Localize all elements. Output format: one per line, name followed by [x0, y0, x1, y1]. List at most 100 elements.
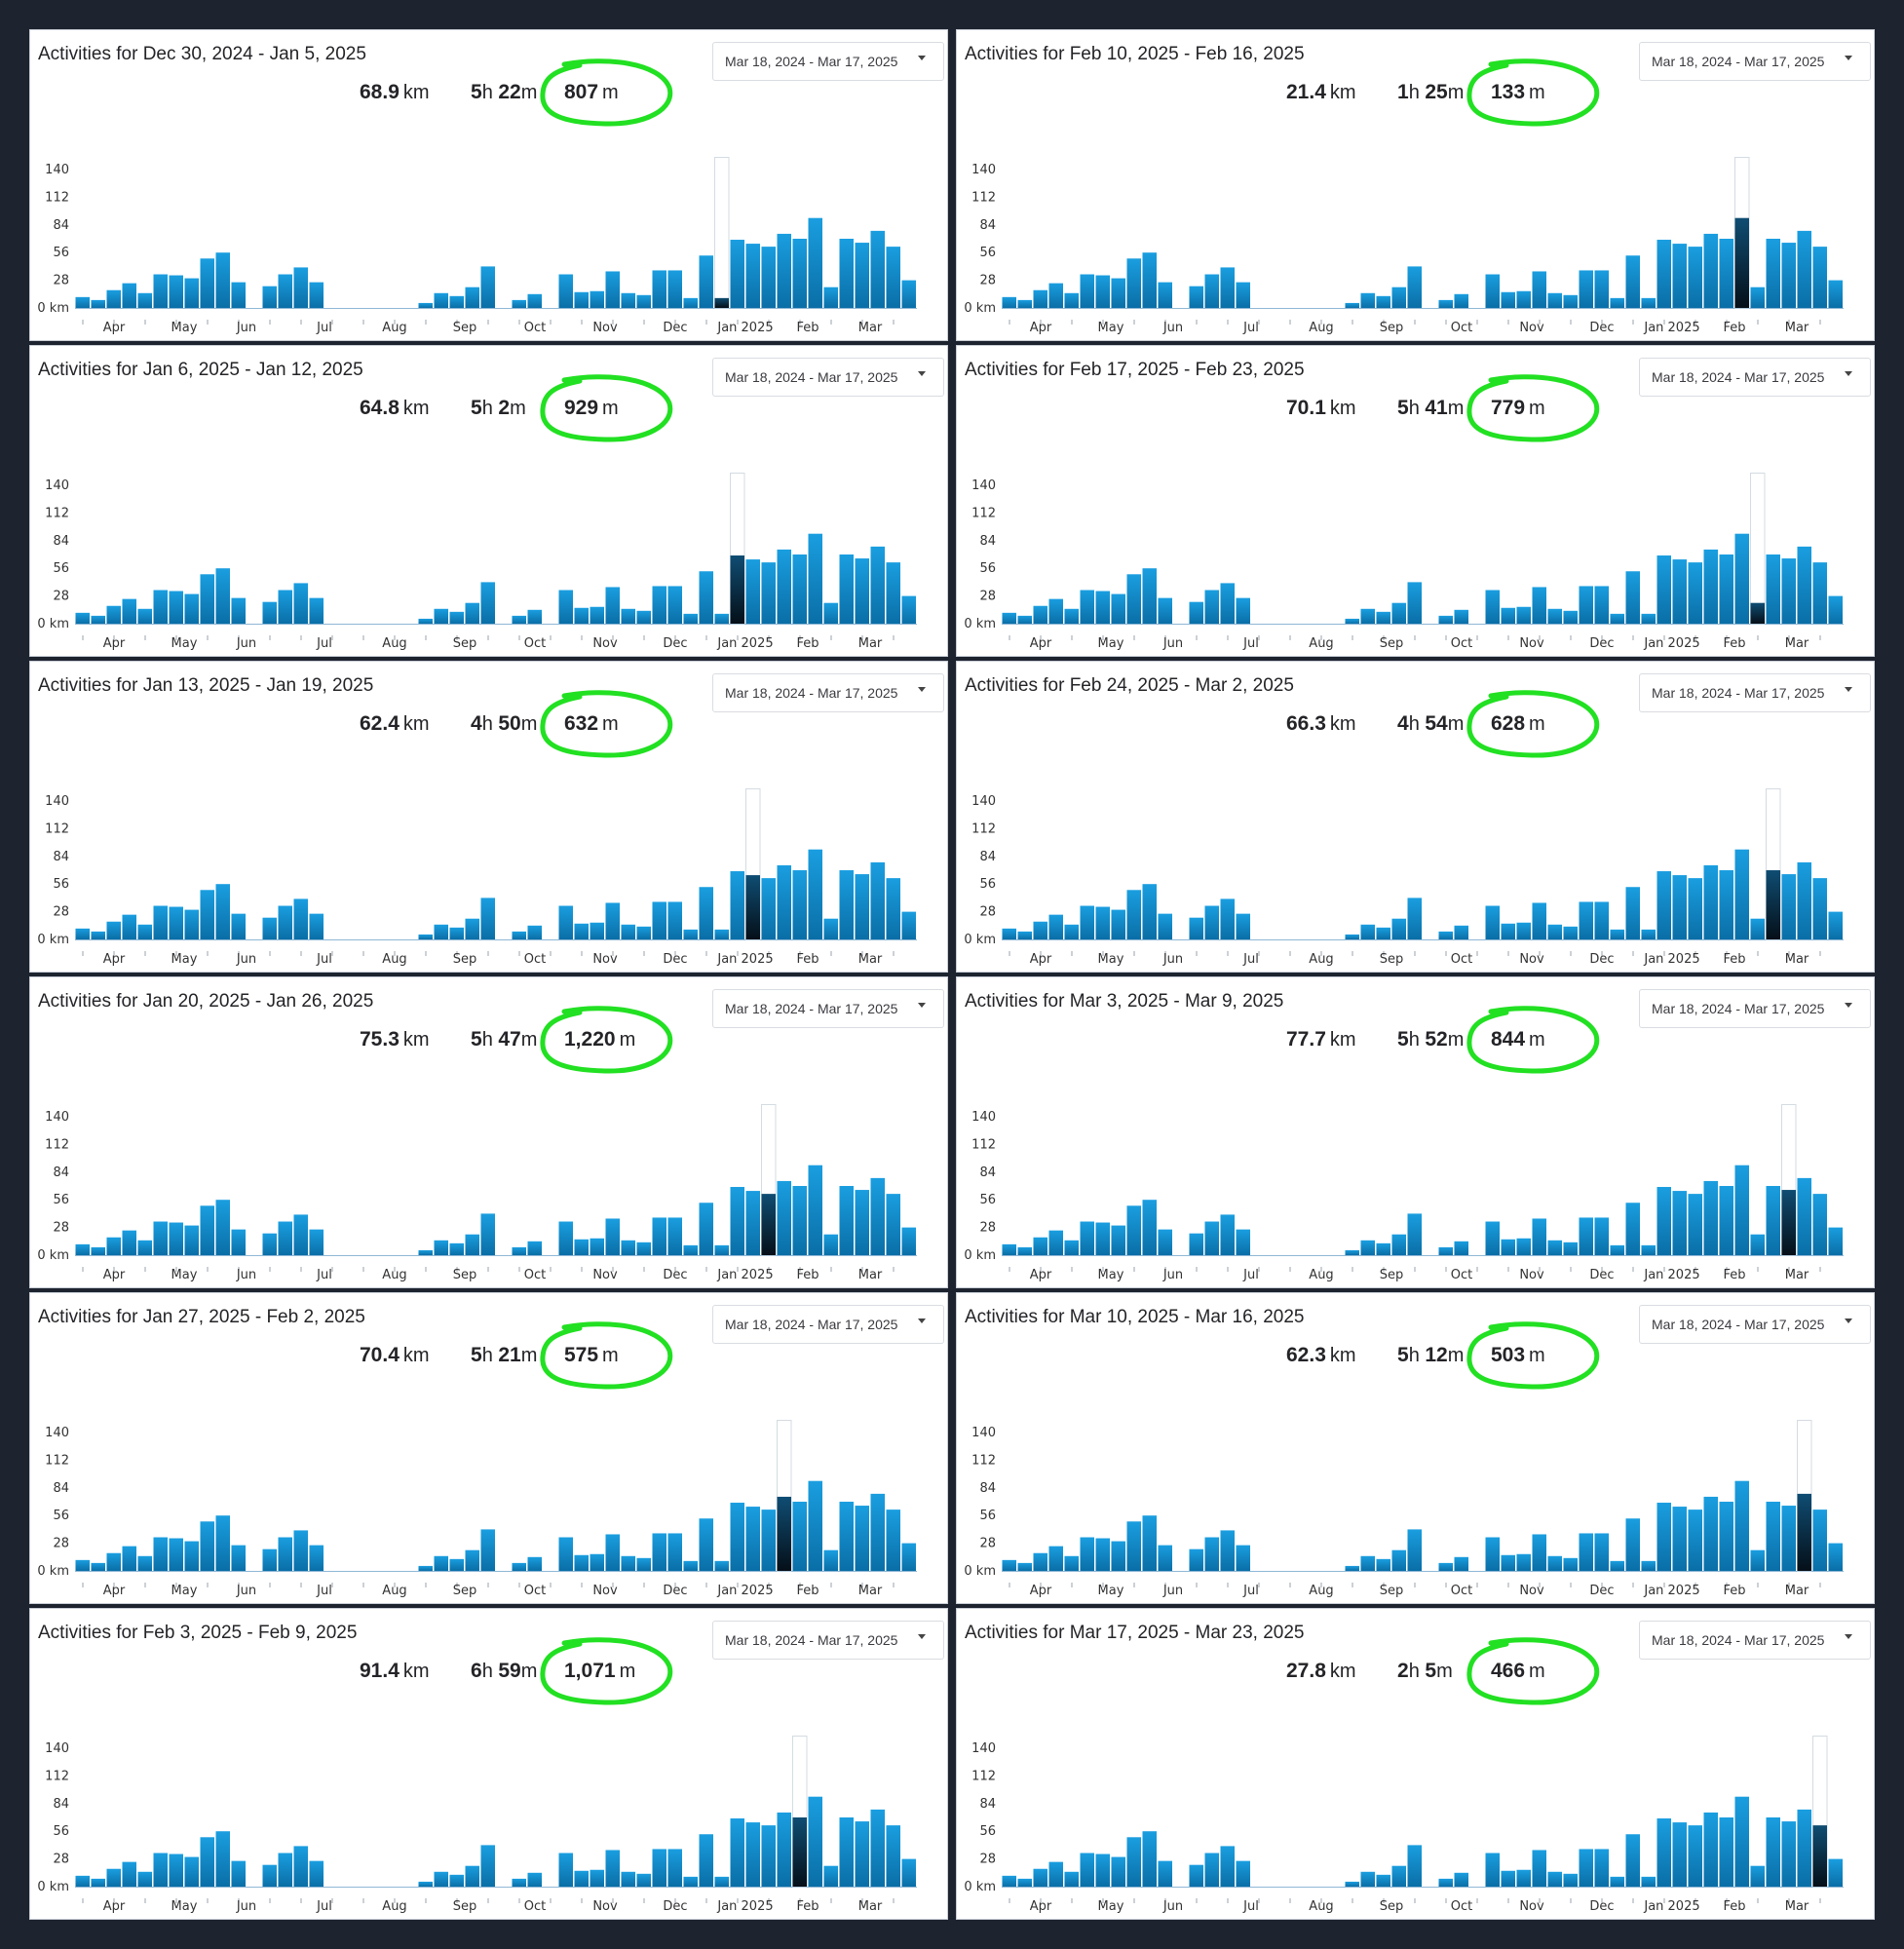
week-bar[interactable]: [652, 1217, 667, 1255]
week-bar[interactable]: [808, 217, 823, 308]
week-bar[interactable]: [231, 1860, 247, 1887]
week-bar[interactable]: [1579, 1533, 1594, 1571]
week-bar[interactable]: [293, 267, 309, 308]
week-bar[interactable]: [1812, 1510, 1828, 1571]
week-bar[interactable]: [1064, 924, 1080, 939]
week-bar[interactable]: [527, 1556, 543, 1571]
week-bar[interactable]: [512, 1878, 527, 1887]
week-bar[interactable]: [808, 1480, 823, 1571]
week-bar[interactable]: [215, 1515, 231, 1571]
week-bar[interactable]: [434, 292, 449, 308]
week-bar[interactable]: [1656, 240, 1672, 308]
week-bar[interactable]: [777, 1812, 792, 1887]
selected-week-bar[interactable]: [792, 1817, 808, 1887]
week-bar[interactable]: [683, 297, 699, 308]
week-bar[interactable]: [761, 562, 777, 624]
week-bar[interactable]: [1002, 612, 1017, 624]
week-bar[interactable]: [745, 559, 761, 624]
week-bar[interactable]: [1625, 1518, 1641, 1571]
week-bar[interactable]: [153, 1537, 169, 1571]
week-bar[interactable]: [169, 1222, 184, 1255]
week-bar[interactable]: [590, 922, 605, 939]
week-bar[interactable]: [137, 292, 153, 308]
week-bar[interactable]: [1360, 924, 1376, 939]
week-bar[interactable]: [1360, 1240, 1376, 1255]
week-bar[interactable]: [480, 582, 496, 624]
week-bar[interactable]: [1688, 247, 1703, 308]
week-bar[interactable]: [1828, 1227, 1844, 1255]
week-bar[interactable]: [745, 1191, 761, 1255]
week-bar[interactable]: [1532, 587, 1547, 624]
week-bar[interactable]: [231, 597, 247, 624]
week-bar[interactable]: [1033, 921, 1048, 939]
week-bar[interactable]: [1360, 1871, 1376, 1887]
week-bar[interactable]: [1797, 546, 1812, 624]
week-bar[interactable]: [1797, 230, 1812, 308]
week-bar[interactable]: [1111, 1856, 1126, 1887]
week-bar[interactable]: [293, 898, 309, 939]
week-bar[interactable]: [1625, 1203, 1641, 1255]
week-bar[interactable]: [262, 1864, 278, 1887]
week-bar[interactable]: [1734, 849, 1750, 939]
week-bar[interactable]: [714, 613, 730, 624]
week-bar[interactable]: [106, 1237, 122, 1255]
week-bar[interactable]: [1407, 898, 1423, 939]
week-bar[interactable]: [215, 1831, 231, 1887]
week-bar[interactable]: [699, 1518, 714, 1571]
week-bar[interactable]: [278, 1221, 293, 1255]
selected-week-bar[interactable]: [1781, 1190, 1797, 1255]
week-bar[interactable]: [1407, 582, 1423, 624]
date-range-dropdown[interactable]: Mar 18, 2024 - Mar 17, 2025: [1639, 358, 1871, 397]
week-bar[interactable]: [1594, 1217, 1610, 1255]
week-bar[interactable]: [278, 590, 293, 624]
week-bar[interactable]: [1204, 905, 1220, 939]
week-bar[interactable]: [137, 1240, 153, 1255]
week-bar[interactable]: [1002, 296, 1017, 308]
week-bar[interactable]: [200, 890, 215, 939]
week-bar[interactable]: [169, 275, 184, 308]
week-bar[interactable]: [1126, 1205, 1142, 1255]
week-bar[interactable]: [1719, 1502, 1734, 1571]
date-range-dropdown[interactable]: Mar 18, 2024 - Mar 17, 2025: [712, 1621, 944, 1660]
week-bar[interactable]: [574, 1554, 590, 1571]
week-bar[interactable]: [901, 1858, 917, 1887]
week-bar[interactable]: [1641, 613, 1656, 624]
week-bar[interactable]: [309, 1229, 324, 1255]
selected-week-bar[interactable]: [761, 1194, 777, 1255]
week-bar[interactable]: [91, 1878, 106, 1887]
week-bar[interactable]: [777, 1180, 792, 1255]
week-bar[interactable]: [1485, 1853, 1501, 1887]
selected-week-bar[interactable]: [1812, 1825, 1828, 1887]
week-bar[interactable]: [512, 1246, 527, 1255]
week-bar[interactable]: [1236, 1860, 1251, 1887]
week-bar[interactable]: [558, 1537, 574, 1571]
week-bar[interactable]: [1407, 1529, 1423, 1571]
week-bar[interactable]: [1501, 923, 1516, 939]
week-bar[interactable]: [1048, 1230, 1064, 1255]
week-bar[interactable]: [558, 274, 574, 308]
week-bar[interactable]: [901, 1543, 917, 1571]
week-bar[interactable]: [1017, 615, 1033, 624]
week-bar[interactable]: [169, 1853, 184, 1887]
week-bar[interactable]: [714, 929, 730, 939]
week-bar[interactable]: [1688, 562, 1703, 624]
week-bar[interactable]: [75, 928, 91, 939]
week-bar[interactable]: [667, 1217, 683, 1255]
week-bar[interactable]: [1766, 1817, 1781, 1887]
week-bar[interactable]: [1766, 239, 1781, 308]
week-bar[interactable]: [1516, 1553, 1532, 1571]
week-bar[interactable]: [1033, 1552, 1048, 1571]
week-bar[interactable]: [1672, 1822, 1688, 1887]
week-bar[interactable]: [590, 1553, 605, 1571]
week-bar[interactable]: [1719, 1817, 1734, 1887]
week-bar[interactable]: [652, 901, 667, 939]
week-bar[interactable]: [1111, 278, 1126, 308]
week-bar[interactable]: [1485, 1537, 1501, 1571]
week-bar[interactable]: [293, 1214, 309, 1255]
date-range-dropdown[interactable]: Mar 18, 2024 - Mar 17, 2025: [712, 989, 944, 1028]
week-bar[interactable]: [1158, 282, 1173, 308]
week-bar[interactable]: [1485, 274, 1501, 308]
selected-week-bar[interactable]: [1797, 1493, 1812, 1571]
week-bar[interactable]: [1376, 1558, 1391, 1571]
week-bar[interactable]: [1204, 590, 1220, 624]
